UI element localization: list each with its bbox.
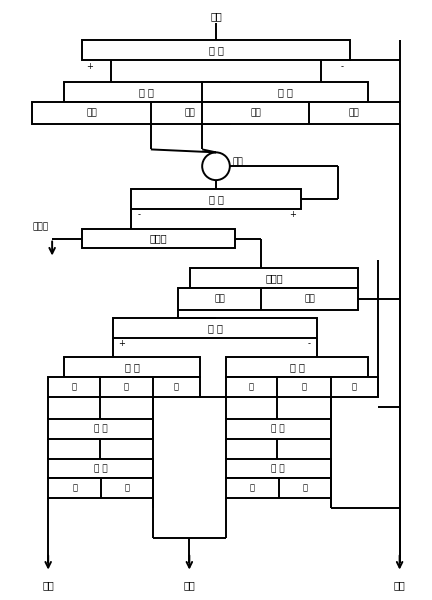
Text: 尾: 尾	[302, 484, 307, 493]
Text: 分 级: 分 级	[209, 194, 223, 204]
Text: 强磁选: 强磁选	[265, 273, 283, 283]
Bar	[48, 377, 200, 397]
Text: 精矿: 精矿	[250, 108, 261, 117]
Text: 尾矿: 尾矿	[394, 580, 406, 590]
Text: 重 选: 重 选	[278, 87, 292, 97]
Text: 重 选: 重 选	[125, 362, 140, 373]
Text: 干 燥: 干 燥	[271, 424, 285, 433]
Text: 中: 中	[302, 383, 306, 392]
Bar	[82, 40, 350, 60]
Bar	[48, 419, 153, 439]
Bar	[226, 458, 330, 478]
Bar	[178, 288, 358, 310]
Bar	[32, 102, 230, 124]
Text: 尾矿: 尾矿	[349, 108, 359, 117]
Text: +: +	[86, 62, 93, 71]
Bar	[64, 358, 200, 377]
Text: -: -	[307, 339, 310, 348]
Text: 精矿: 精矿	[215, 295, 226, 304]
Text: 精矿: 精矿	[42, 580, 54, 590]
Text: 重 选: 重 选	[289, 362, 305, 373]
Text: 重 选: 重 选	[140, 87, 154, 97]
Text: +: +	[118, 339, 125, 348]
Bar	[226, 478, 330, 498]
Bar	[202, 102, 400, 124]
Text: 中矿: 中矿	[184, 580, 195, 590]
Text: 尾: 尾	[174, 383, 179, 392]
Text: 干 燥: 干 燥	[94, 424, 107, 433]
Text: 精: 精	[71, 383, 76, 392]
Text: 精: 精	[249, 383, 254, 392]
Bar	[82, 229, 235, 248]
Bar	[113, 318, 317, 338]
Bar	[191, 268, 358, 288]
Bar	[48, 458, 153, 478]
Text: +: +	[289, 210, 296, 219]
Bar	[131, 189, 301, 209]
Text: 精: 精	[250, 484, 255, 493]
Bar	[48, 478, 153, 498]
Text: 尾: 尾	[125, 484, 130, 493]
Text: -: -	[137, 210, 140, 219]
Bar	[202, 82, 368, 102]
Circle shape	[202, 152, 230, 180]
Text: 中: 中	[124, 383, 129, 392]
Bar	[226, 358, 368, 377]
Bar	[64, 82, 230, 102]
Text: 铁精矿: 铁精矿	[32, 222, 48, 231]
Bar	[226, 419, 330, 439]
Text: 电 选: 电 选	[94, 464, 107, 473]
Text: 分 级: 分 级	[209, 46, 223, 55]
Text: 尾矿: 尾矿	[305, 295, 315, 304]
Text: 磨矿: 磨矿	[232, 158, 243, 167]
Text: 精: 精	[72, 484, 77, 493]
Text: 洗砂: 洗砂	[210, 11, 222, 22]
Text: 精矿: 精矿	[185, 108, 196, 117]
Text: -: -	[341, 62, 344, 71]
Text: 弱磁选: 弱磁选	[149, 233, 167, 244]
Text: 电 选: 电 选	[271, 464, 285, 473]
Text: 尾: 尾	[352, 383, 357, 392]
Bar	[226, 377, 378, 397]
Text: 分 级: 分 级	[207, 323, 222, 333]
Text: 尾矿: 尾矿	[86, 108, 97, 117]
